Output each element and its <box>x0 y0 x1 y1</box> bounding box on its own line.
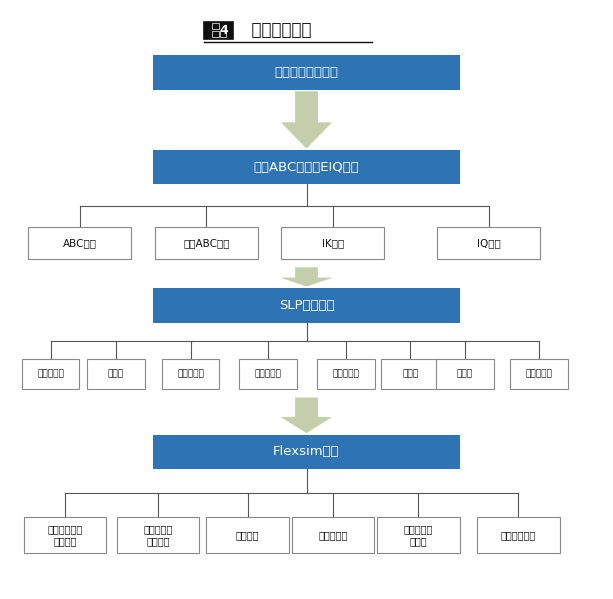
FancyBboxPatch shape <box>21 359 79 389</box>
FancyBboxPatch shape <box>436 359 493 389</box>
FancyBboxPatch shape <box>28 228 131 259</box>
FancyBboxPatch shape <box>204 22 233 39</box>
FancyBboxPatch shape <box>211 23 219 29</box>
FancyBboxPatch shape <box>281 228 384 259</box>
FancyBboxPatch shape <box>377 518 460 553</box>
Text: 入库暂存区: 入库暂存区 <box>37 370 64 379</box>
FancyBboxPatch shape <box>24 518 107 553</box>
Text: SLP平面布局: SLP平面布局 <box>279 299 334 311</box>
FancyBboxPatch shape <box>510 359 568 389</box>
Text: 货架设计: 货架设计 <box>236 530 259 540</box>
Text: 复核包装区: 复核包装区 <box>332 370 359 379</box>
FancyBboxPatch shape <box>153 288 460 322</box>
Text: Flexsim仿真: Flexsim仿真 <box>273 446 340 458</box>
Text: 验收区: 验收区 <box>108 370 124 379</box>
FancyBboxPatch shape <box>219 31 226 37</box>
FancyBboxPatch shape <box>153 435 460 469</box>
Text: 货物产生及入
库区设计: 货物产生及入 库区设计 <box>48 524 83 546</box>
Polygon shape <box>281 268 332 286</box>
Text: 储位规划流程: 储位规划流程 <box>240 22 311 40</box>
FancyBboxPatch shape <box>438 228 541 259</box>
FancyBboxPatch shape <box>211 31 219 37</box>
Text: 4: 4 <box>219 24 228 37</box>
FancyBboxPatch shape <box>317 359 375 389</box>
Text: 退货暂存区: 退货暂存区 <box>525 370 552 379</box>
FancyBboxPatch shape <box>155 228 258 259</box>
Text: 双重ABC分析和EIQ分析: 双重ABC分析和EIQ分析 <box>254 161 359 174</box>
FancyBboxPatch shape <box>162 359 219 389</box>
Text: IK分析: IK分析 <box>322 238 344 248</box>
Text: 集货区: 集货区 <box>402 370 418 379</box>
Polygon shape <box>281 398 332 433</box>
Text: 数据收集及预处理: 数据收集及预处理 <box>275 66 338 79</box>
Text: 集货、发货
区设计: 集货、发货 区设计 <box>403 524 433 546</box>
Text: 发货区: 发货区 <box>457 370 473 379</box>
FancyBboxPatch shape <box>207 518 289 553</box>
Polygon shape <box>281 91 332 149</box>
Text: ABC分析: ABC分析 <box>63 238 97 248</box>
Text: 次品存放区: 次品存放区 <box>177 370 204 379</box>
FancyBboxPatch shape <box>292 518 374 553</box>
Text: 运输工具设计: 运输工具设计 <box>501 530 536 540</box>
Text: 货物核检及
分类设计: 货物核检及 分类设计 <box>143 524 173 546</box>
Text: 打包区设计: 打包区设计 <box>318 530 348 540</box>
FancyBboxPatch shape <box>117 518 199 553</box>
FancyBboxPatch shape <box>153 150 460 184</box>
Text: 双重ABC分析: 双重ABC分析 <box>183 238 230 248</box>
FancyBboxPatch shape <box>153 55 460 90</box>
FancyBboxPatch shape <box>381 359 439 389</box>
FancyBboxPatch shape <box>240 359 297 389</box>
FancyBboxPatch shape <box>477 518 560 553</box>
Text: IQ分析: IQ分析 <box>477 238 501 248</box>
Text: 仓储拣选区: 仓储拣选区 <box>255 370 282 379</box>
FancyBboxPatch shape <box>87 359 145 389</box>
